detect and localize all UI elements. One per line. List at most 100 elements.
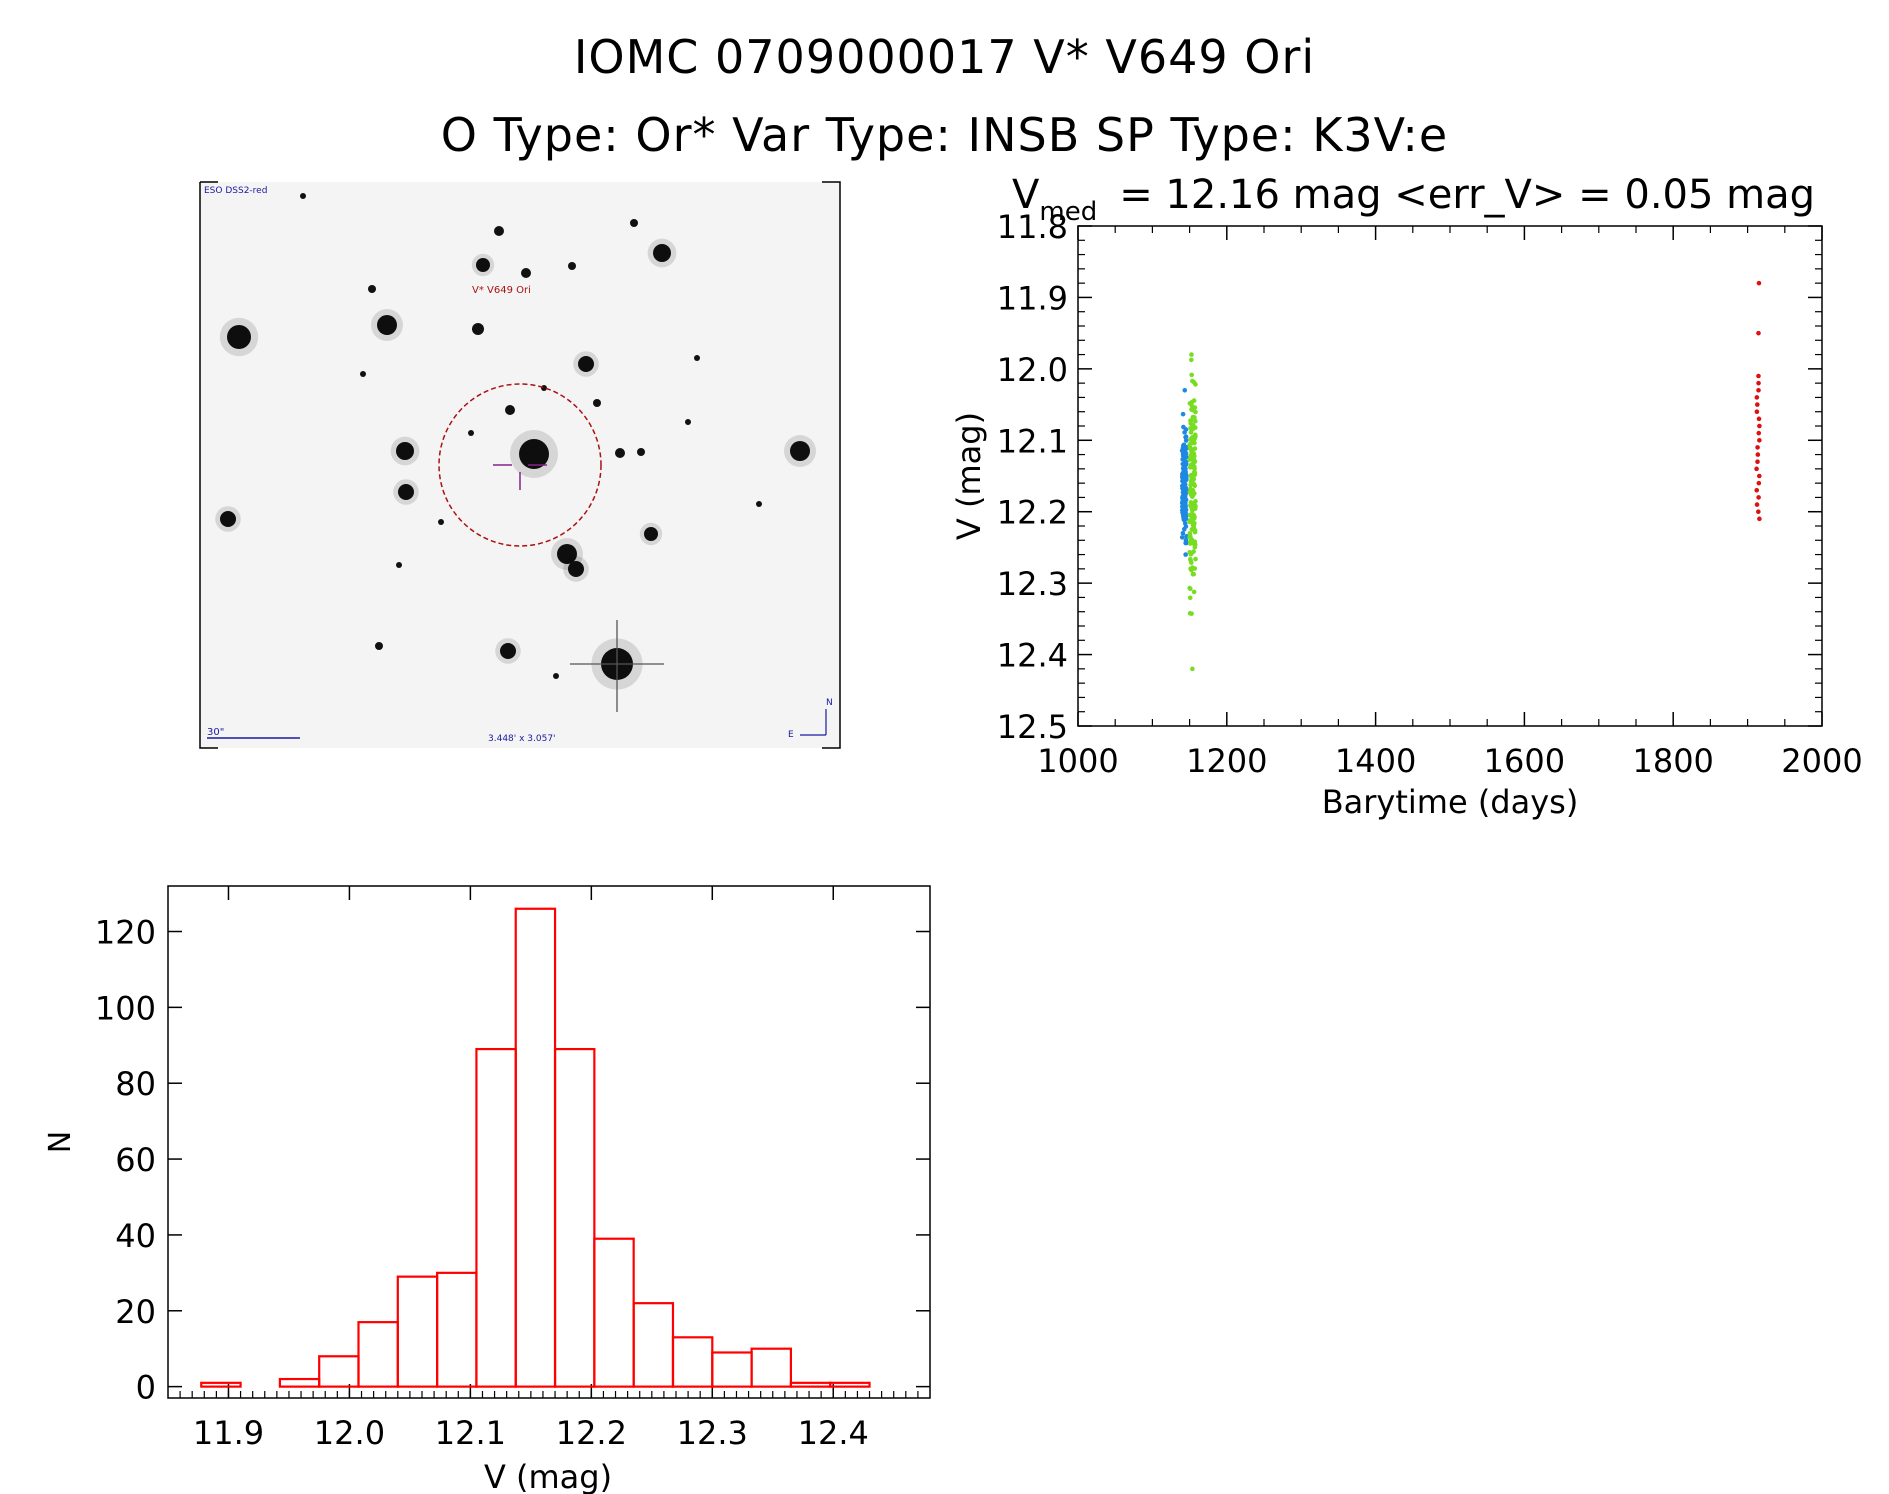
hist-y-tick-label: 60 xyxy=(115,1141,156,1179)
hist-x-tick-label: 12.0 xyxy=(314,1414,385,1452)
data-point-season-2 xyxy=(1193,418,1198,424)
data-point-season-2 xyxy=(1188,503,1193,508)
x-tick-label: 1400 xyxy=(1335,742,1416,780)
data-point-season-2 xyxy=(1190,666,1195,672)
star-halo xyxy=(510,430,558,478)
data-point-season-3 xyxy=(1754,487,1760,493)
data-point-season-2 xyxy=(1187,595,1193,601)
data-point-season-2 xyxy=(1189,372,1194,378)
data-point-season-1 xyxy=(1182,445,1188,450)
light-curve-ylabel: V (mag) xyxy=(950,412,988,540)
data-point-season-2 xyxy=(1189,540,1194,546)
star xyxy=(396,562,402,568)
light-curve-title: Vmed = 12.16 mag <err_V> = 0.05 mag xyxy=(1012,172,1815,227)
north-label: N xyxy=(826,698,833,708)
data-point-season-3 xyxy=(1756,430,1762,436)
star-halo xyxy=(647,238,677,268)
data-point-season-2 xyxy=(1189,475,1195,480)
star xyxy=(578,356,594,372)
data-point-season-2 xyxy=(1190,565,1195,570)
data-point-season-1 xyxy=(1181,501,1187,506)
data-point-season-2 xyxy=(1191,514,1196,520)
y-tick-label: 12.2 xyxy=(997,494,1068,532)
target-circle xyxy=(438,383,602,547)
hist-x-tick-label: 12.4 xyxy=(798,1414,869,1452)
data-point-season-2 xyxy=(1189,508,1195,513)
data-point-season-3 xyxy=(1756,509,1761,515)
data-point-season-2 xyxy=(1189,352,1194,357)
star xyxy=(398,484,414,500)
histogram-bar xyxy=(475,1047,517,1388)
star xyxy=(476,258,490,272)
light-curve-axes: 1000 1200 1400 1600 1800 2000 11.8 11.9 12.0 12.1… xyxy=(997,208,1863,780)
diffraction-spikes xyxy=(570,620,664,712)
star xyxy=(637,448,645,456)
star xyxy=(227,325,251,349)
star-halo xyxy=(390,436,420,466)
star xyxy=(494,226,504,236)
survey-label: ESO DSS2-red xyxy=(204,186,267,196)
data-point-season-3 xyxy=(1756,373,1761,379)
data-point-season-1 xyxy=(1182,387,1188,393)
y-tick-label: 12.5 xyxy=(997,708,1068,746)
histogram-bar xyxy=(593,1237,635,1388)
star-field xyxy=(215,193,816,712)
data-point-season-1 xyxy=(1179,535,1185,540)
finder-image-background xyxy=(200,182,840,748)
data-point-season-1 xyxy=(1181,471,1186,476)
star xyxy=(300,193,306,199)
histogram-bar xyxy=(711,1351,753,1388)
data-point-season-2 xyxy=(1191,571,1197,577)
hist-x-tick-label: 12.1 xyxy=(435,1414,506,1452)
data-point-season-3 xyxy=(1754,395,1760,400)
star xyxy=(557,544,577,564)
star xyxy=(360,371,366,377)
star xyxy=(593,399,601,407)
y-tick-label: 12.0 xyxy=(997,351,1068,389)
histogram-axes: 11.9 12.0 12.1 12.2 12.3 12.4 0 20 40 60 80 100 120 xyxy=(95,886,930,1452)
star xyxy=(630,219,638,227)
star xyxy=(568,561,584,577)
hist-x-tick-label: 12.2 xyxy=(556,1414,627,1452)
data-point-season-3 xyxy=(1756,380,1761,386)
y-tick-label: 12.1 xyxy=(997,422,1068,460)
histogram-bar xyxy=(671,1336,714,1388)
star-halo xyxy=(371,309,403,341)
star xyxy=(220,511,236,527)
star-halo xyxy=(573,351,599,377)
histogram-bar xyxy=(200,1381,242,1388)
data-point-season-2 xyxy=(1191,589,1197,595)
histogram-bar xyxy=(396,1275,439,1388)
histogram-bar xyxy=(789,1381,832,1388)
histogram-bar xyxy=(514,907,557,1388)
histogram-ylabel: N xyxy=(43,1131,78,1153)
data-point-season-3 xyxy=(1756,330,1761,336)
data-point-season-2 xyxy=(1188,436,1194,442)
compass xyxy=(800,709,827,736)
star xyxy=(756,501,762,507)
star xyxy=(368,285,376,293)
light-curve-points xyxy=(1179,280,1762,672)
data-point-season-3 xyxy=(1756,280,1762,286)
hist-x-tick-label: 11.9 xyxy=(193,1414,264,1452)
hist-y-tick-label: 40 xyxy=(115,1217,156,1255)
data-point-season-1 xyxy=(1180,411,1186,417)
target-label: V* V649 Ori xyxy=(472,285,531,296)
data-point-season-2 xyxy=(1191,379,1197,385)
star xyxy=(505,405,515,415)
star-halo xyxy=(639,522,663,546)
data-point-season-3 xyxy=(1756,495,1761,500)
data-point-season-2 xyxy=(1191,469,1197,475)
data-point-season-1 xyxy=(1183,552,1188,557)
x-tick-label: 2000 xyxy=(1781,742,1862,780)
data-point-season-1 xyxy=(1182,430,1187,435)
data-point-season-3 xyxy=(1756,480,1762,486)
hist-y-tick-label: 80 xyxy=(115,1065,156,1103)
scale-label: 30" xyxy=(207,727,224,738)
data-point-season-1 xyxy=(1180,530,1186,536)
histogram-bars xyxy=(200,907,871,1388)
hist-y-tick-label: 120 xyxy=(95,914,156,952)
data-point-season-2 xyxy=(1192,466,1197,472)
east-label: E xyxy=(788,730,794,740)
